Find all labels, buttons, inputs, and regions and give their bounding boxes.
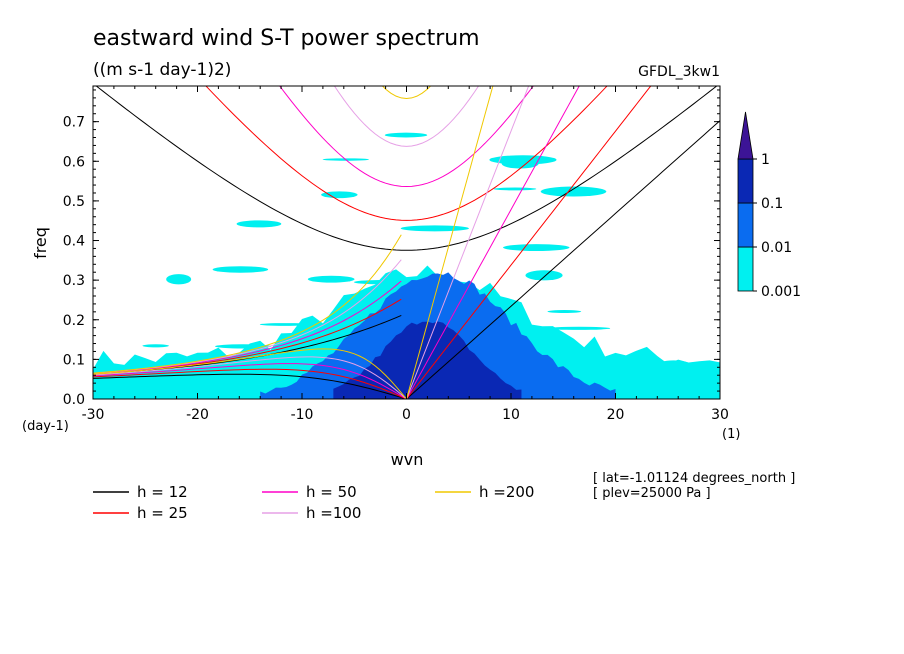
colorbar-segment [737, 158, 754, 204]
fill-patch-0.001 [142, 344, 169, 348]
legend-label: h = 25 [137, 504, 188, 522]
chart-subtitle: ((m s-1 day-1)2) [93, 60, 231, 80]
kelvin-wave-curve [406, 86, 652, 399]
rossby-wave-curve [93, 368, 407, 399]
chart-title: eastward wind S-T power spectrum [93, 26, 480, 51]
y-tick-label: 0.3 [63, 273, 85, 289]
x-tick-label: -10 [291, 407, 314, 423]
fill-patch-0.001 [547, 326, 611, 330]
colorbar-label: 0.1 [761, 196, 783, 212]
fill-patch-0.001 [400, 225, 469, 232]
x-tick-label: -30 [82, 407, 105, 423]
fill-patch-0.001 [321, 191, 358, 199]
mixed-rossby-gravity-curve [93, 234, 402, 374]
y-tick-label: 0.5 [63, 194, 85, 210]
dispersion-h50 [93, 86, 580, 399]
y-tick-label: 0.6 [63, 154, 85, 170]
fill-patch-0.001 [212, 266, 269, 273]
fill-patch-0.001 [384, 132, 428, 138]
x-tick-label: -20 [186, 407, 209, 423]
x-tick-label: 10 [502, 407, 520, 423]
fill-patch-0.001 [547, 310, 582, 314]
latitude-note: [ lat=-1.01124 degrees_north ] [593, 471, 795, 486]
y-tick-label: 0.7 [63, 115, 85, 131]
y-tick-label: 0.2 [63, 313, 85, 329]
legend-label: h =100 [306, 504, 361, 522]
x-axis-unit: (1) [722, 427, 740, 442]
legend: h = 12 h = 25 h = 50 h =100 h =200 [93, 483, 534, 522]
dispersion-curves [93, 86, 720, 399]
fill-patch-0.001 [503, 244, 570, 251]
x-tick-label: 0 [402, 407, 411, 423]
inertia-gravity-curve [333, 86, 480, 147]
mixed-rossby-gravity-curve [93, 280, 402, 375]
legend-label: h = 50 [306, 483, 357, 501]
kelvin-wave-curve [406, 86, 494, 399]
colorbar-label: 1 [761, 152, 770, 168]
colorbar: 0.001 0.01 0.1 1 [737, 111, 801, 300]
kelvin-wave-curve [406, 86, 580, 399]
spectrum-fills [93, 132, 720, 399]
fill-patch-0.001 [166, 274, 192, 285]
y-tick-label: 0.4 [63, 234, 85, 250]
colorbar-cap [737, 111, 754, 160]
colorbar-label: 0.01 [761, 240, 792, 256]
inertia-gravity-curve [95, 86, 718, 251]
fill-patch-0.001 [501, 158, 539, 169]
y-tick-label: 0.1 [63, 352, 85, 368]
rossby-wave-curve [93, 356, 407, 399]
plot-area [93, 86, 720, 399]
fill-patch-0.001 [236, 220, 282, 228]
inertia-gravity-curve [381, 86, 432, 100]
rossby-wave-curve [93, 363, 407, 399]
fill-patch-0.001 [656, 360, 691, 371]
fill-patch-0.001 [307, 275, 355, 283]
fill-patch-0.001 [215, 344, 272, 349]
y-axis: 0.0 0.1 0.2 0.3 0.4 0.5 0.6 0.7 [63, 89, 720, 408]
y-tick-label: 0.0 [63, 392, 85, 408]
legend-label: h =200 [479, 483, 534, 501]
kelvin-wave-curve [406, 120, 720, 399]
rossby-wave-curve [93, 348, 407, 399]
legend-label: h = 12 [137, 483, 188, 501]
x-tick-label: 20 [607, 407, 625, 423]
colorbar-label: 0.001 [761, 284, 801, 300]
colorbar-segment [737, 246, 754, 292]
dispersion-h200 [93, 86, 494, 399]
colorbar-segment [737, 202, 754, 248]
y-axis-unit: (day-1) [22, 419, 69, 434]
fill-patch-0.001 [259, 323, 311, 326]
model-label: GFDL_3kw1 [638, 64, 720, 80]
fill-patch-0.001 [540, 186, 607, 197]
inertia-gravity-curve [279, 86, 534, 188]
fill-patch-0.001 [493, 187, 537, 191]
y-axis-label: freq [31, 227, 50, 259]
x-axis-label: wvn [391, 450, 424, 469]
kelvin-wave-curve [406, 86, 530, 399]
x-tick-label: 30 [711, 407, 729, 423]
inertia-gravity-curve [205, 86, 608, 221]
fill-patch-0.001 [525, 270, 563, 281]
pressure-level-note: [ plev=25000 Pa ] [593, 486, 711, 501]
rossby-wave-curve [93, 373, 407, 399]
x-axis: -30 -20 -10 0 10 20 30 [82, 86, 729, 423]
